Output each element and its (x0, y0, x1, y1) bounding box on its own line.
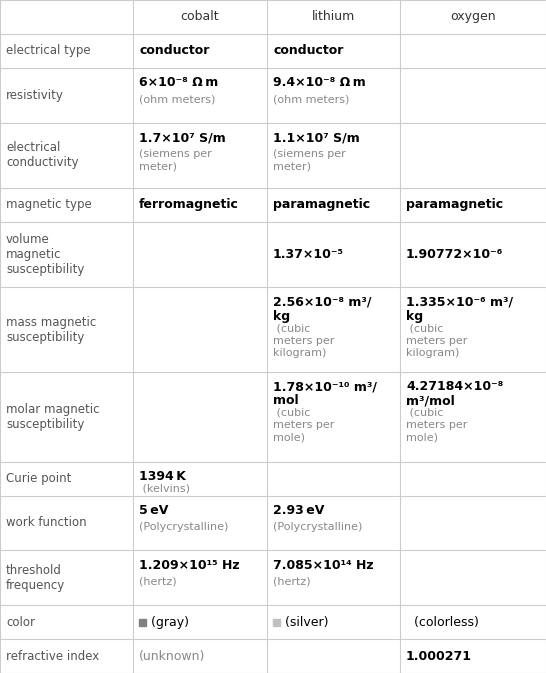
Text: m³/mol: m³/mol (406, 394, 455, 407)
Text: lithium: lithium (312, 10, 355, 24)
Text: meters per: meters per (273, 336, 334, 346)
Text: meters per: meters per (406, 420, 467, 430)
Text: paramagnetic: paramagnetic (406, 199, 503, 211)
Text: (ohm meters): (ohm meters) (273, 94, 349, 104)
Text: conductor: conductor (139, 44, 209, 57)
Text: 2.93 eV: 2.93 eV (273, 504, 324, 517)
Text: kilogram): kilogram) (273, 348, 327, 358)
Text: kilogram): kilogram) (406, 348, 459, 358)
Text: (hertz): (hertz) (139, 577, 176, 587)
Text: 9.4×10⁻⁸ Ω m: 9.4×10⁻⁸ Ω m (273, 76, 366, 89)
Text: 1394 K: 1394 K (139, 470, 186, 483)
Text: 1.209×10¹⁵ Hz: 1.209×10¹⁵ Hz (139, 559, 240, 572)
Text: (cubic: (cubic (406, 408, 443, 418)
Text: 1.335×10⁻⁶ m³/: 1.335×10⁻⁶ m³/ (406, 296, 513, 309)
Bar (273, 618, 280, 626)
Text: (unknown): (unknown) (139, 649, 205, 663)
Text: (cubic: (cubic (273, 408, 310, 418)
Text: Curie point: Curie point (6, 472, 72, 485)
Text: threshold
frequency: threshold frequency (6, 564, 66, 592)
Text: 6×10⁻⁸ Ω m: 6×10⁻⁸ Ω m (139, 76, 218, 89)
Text: (cubic: (cubic (273, 324, 310, 333)
Text: 1.90772×10⁻⁶: 1.90772×10⁻⁶ (406, 248, 503, 261)
Text: meters per: meters per (406, 336, 467, 346)
Text: kg: kg (406, 310, 423, 322)
Text: 7.085×10¹⁴ Hz: 7.085×10¹⁴ Hz (273, 559, 373, 572)
Text: oxygen: oxygen (450, 10, 496, 24)
Text: magnetic type: magnetic type (6, 199, 92, 211)
Text: color: color (6, 616, 35, 629)
Text: volume
magnetic
susceptibility: volume magnetic susceptibility (6, 233, 85, 276)
Text: ferromagnetic: ferromagnetic (139, 199, 239, 211)
Text: electrical
conductivity: electrical conductivity (6, 141, 79, 170)
Text: (ohm meters): (ohm meters) (139, 94, 215, 104)
Text: (kelvins): (kelvins) (139, 484, 190, 494)
Text: meter): meter) (139, 162, 177, 171)
Text: 1.78×10⁻¹⁰ m³/: 1.78×10⁻¹⁰ m³/ (273, 380, 377, 393)
Text: mass magnetic
susceptibility: mass magnetic susceptibility (6, 316, 96, 344)
Text: 1.7×10⁷ S/m: 1.7×10⁷ S/m (139, 131, 225, 144)
Text: (siemens per: (siemens per (273, 149, 346, 159)
Text: 4.27184×10⁻⁸: 4.27184×10⁻⁸ (406, 380, 503, 393)
Text: mole): mole) (273, 433, 305, 442)
Text: cobalt: cobalt (181, 10, 219, 24)
Text: (hertz): (hertz) (273, 577, 311, 587)
Text: (cubic: (cubic (406, 324, 443, 333)
Text: conductor: conductor (273, 44, 343, 57)
Text: paramagnetic: paramagnetic (273, 199, 370, 211)
Text: meters per: meters per (273, 420, 334, 430)
Text: kg: kg (273, 310, 290, 322)
Text: 5 eV: 5 eV (139, 504, 168, 517)
Text: 2.56×10⁻⁸ m³/: 2.56×10⁻⁸ m³/ (273, 296, 371, 309)
Text: (silver): (silver) (281, 616, 329, 629)
Text: (gray): (gray) (147, 616, 189, 629)
Text: (siemens per: (siemens per (139, 149, 212, 159)
Bar (139, 618, 146, 626)
Text: refractive index: refractive index (6, 649, 99, 663)
Text: resistivity: resistivity (6, 89, 64, 102)
Text: molar magnetic
susceptibility: molar magnetic susceptibility (6, 403, 99, 431)
Text: 1.000271: 1.000271 (406, 649, 472, 663)
Text: 1.1×10⁷ S/m: 1.1×10⁷ S/m (273, 131, 360, 144)
Text: (colorless): (colorless) (406, 616, 479, 629)
Text: mol: mol (273, 394, 299, 407)
Text: work function: work function (6, 516, 87, 530)
Text: meter): meter) (273, 162, 311, 171)
Text: (Polycrystalline): (Polycrystalline) (139, 522, 228, 532)
Text: 1.37×10⁻⁵: 1.37×10⁻⁵ (273, 248, 344, 261)
Text: mole): mole) (406, 433, 438, 442)
Text: (Polycrystalline): (Polycrystalline) (273, 522, 363, 532)
Text: electrical type: electrical type (6, 44, 91, 57)
